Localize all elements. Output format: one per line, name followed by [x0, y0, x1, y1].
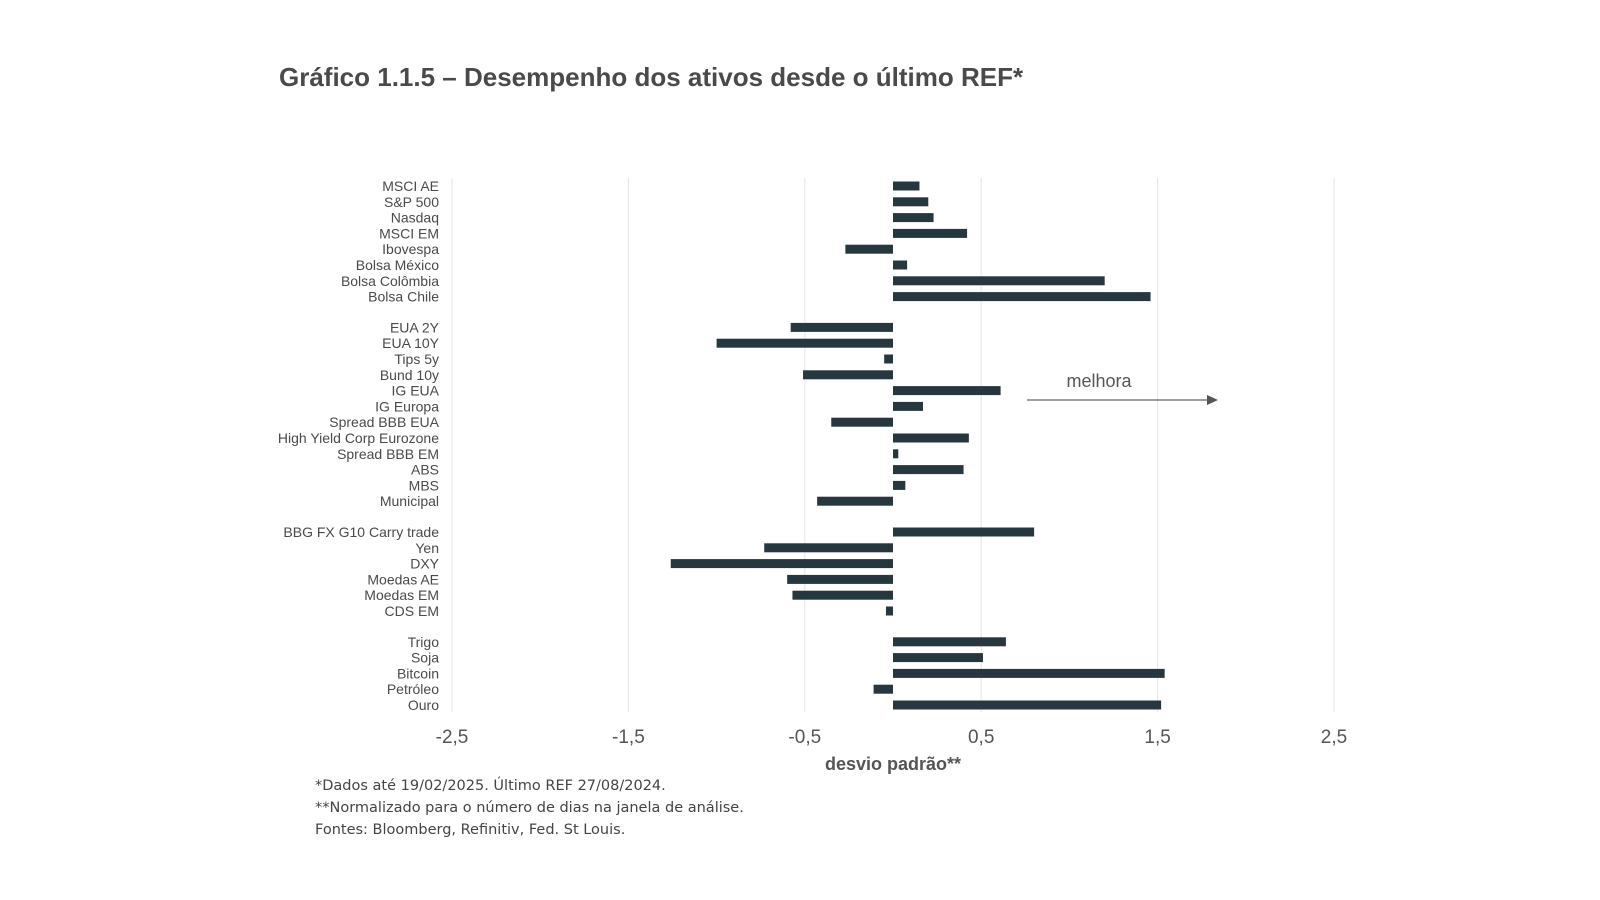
- x-tick-label: 0,5: [968, 727, 994, 748]
- category-label: IG Europa: [375, 398, 439, 414]
- bar: [893, 292, 1151, 302]
- bar: [790, 322, 893, 332]
- gridlines: [451, 178, 1335, 712]
- bar: [893, 213, 934, 223]
- bar: [893, 668, 1165, 678]
- bar: [845, 244, 893, 254]
- category-label: Soja: [411, 650, 439, 666]
- bar: [893, 401, 923, 411]
- x-tick-label: 1,5: [1144, 727, 1170, 748]
- bar: [803, 370, 893, 380]
- category-label: Municipal: [380, 493, 439, 509]
- category-label: Bolsa Colômbia: [341, 273, 439, 289]
- footnotes: *Dados até 19/02/2025. Último REF 27/08/…: [315, 775, 744, 841]
- arrow-head-icon: [1207, 395, 1218, 405]
- category-label: Moedas AE: [367, 571, 439, 587]
- category-label: Ibovespa: [382, 241, 439, 257]
- category-label: IG EUA: [392, 383, 440, 399]
- bar: [893, 260, 908, 270]
- category-label: Ouro: [408, 697, 439, 713]
- x-tick-labels: -2,5 -1,5 -0,5 0,5 1,5 2,5: [436, 727, 1348, 748]
- bar: [893, 527, 1035, 537]
- x-tick-label: -1,5: [612, 727, 645, 748]
- bar: [893, 700, 1162, 710]
- bar: [893, 276, 1105, 286]
- bar: [764, 543, 893, 553]
- x-tick-label: -0,5: [788, 727, 821, 748]
- category-label: Tips 5y: [394, 351, 439, 367]
- improvement-annotation: melhora: [1027, 371, 1218, 405]
- bar: [893, 386, 1001, 396]
- category-label: BBG FX G10 Carry trade: [283, 524, 439, 540]
- bar: [893, 480, 906, 490]
- category-label: EUA 10Y: [382, 335, 439, 351]
- bar: [893, 197, 929, 207]
- category-label: MSCI EM: [379, 225, 439, 241]
- category-label: Spread BBB EUA: [329, 414, 439, 430]
- bar: [893, 653, 983, 663]
- bar: [787, 574, 893, 584]
- category-label: Moedas EM: [364, 587, 439, 603]
- x-tick-label: 2,5: [1321, 727, 1347, 748]
- x-axis-label: desvio padrão**: [825, 754, 961, 774]
- category-label: DXY: [410, 556, 439, 572]
- footnote-normalization: **Normalizado para o número de dias na j…: [315, 800, 744, 816]
- bar: [893, 181, 920, 191]
- category-label: CDS EM: [385, 603, 439, 619]
- bar: [893, 433, 969, 443]
- bar: [884, 354, 893, 364]
- bar: [893, 228, 968, 238]
- category-label: Petróleo: [387, 681, 439, 697]
- category-label: MSCI AE: [382, 178, 439, 194]
- bar: [885, 606, 893, 616]
- category-label: Bitcoin: [397, 665, 439, 681]
- bar: [893, 449, 899, 459]
- category-label: Spread BBB EM: [337, 446, 439, 462]
- bar: [831, 417, 893, 427]
- category-label: Bolsa Chile: [368, 289, 439, 305]
- bar: [817, 496, 893, 506]
- bar: [670, 559, 893, 569]
- bar: [716, 338, 893, 348]
- annotation-text: melhora: [1066, 371, 1132, 391]
- chart-title: Gráfico 1.1.5 – Desempenho dos ativos de…: [279, 62, 1024, 92]
- bar: [893, 637, 1006, 647]
- category-label: EUA 2Y: [390, 319, 440, 335]
- category-label: MBS: [409, 477, 439, 493]
- x-tick-label: -2,5: [436, 727, 469, 748]
- bars: [670, 181, 1165, 710]
- category-label: Bolsa México: [356, 257, 439, 273]
- category-label: High Yield Corp Eurozone: [278, 430, 439, 446]
- bar: [792, 590, 893, 600]
- footnote-sources: Fontes: Bloomberg, Refinitiv, Fed. St Lo…: [315, 822, 626, 838]
- bar: [873, 684, 893, 694]
- category-label: Bund 10y: [380, 367, 439, 383]
- bar: [893, 465, 964, 475]
- category-label: Yen: [415, 540, 439, 556]
- category-label: S&P 500: [384, 194, 439, 210]
- footnote-data-date: *Dados até 19/02/2025. Último REF 27/08/…: [315, 778, 666, 794]
- category-label: Trigo: [408, 634, 440, 650]
- category-label: ABS: [411, 462, 439, 478]
- category-label: Nasdaq: [391, 210, 439, 226]
